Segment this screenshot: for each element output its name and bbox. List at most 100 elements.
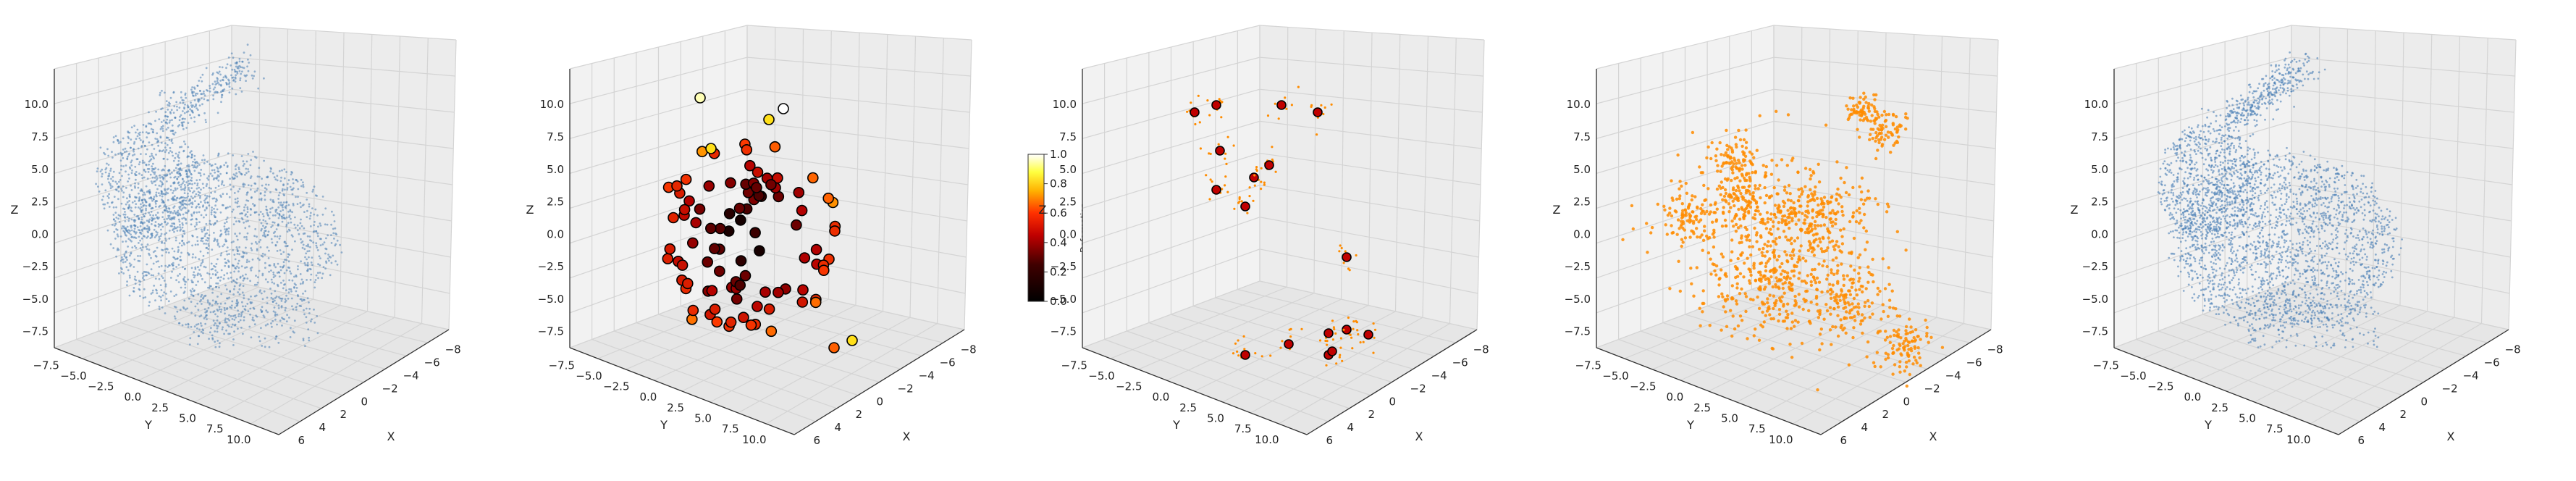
data-point (1778, 298, 1782, 302)
data-point (281, 325, 283, 327)
data-point (128, 177, 130, 180)
data-point (246, 232, 249, 235)
data-point (206, 232, 208, 235)
data-point (204, 198, 207, 201)
data-point (279, 282, 282, 284)
data-point (1786, 209, 1790, 212)
data-point (195, 103, 198, 106)
data-point (177, 181, 180, 184)
data-point (1735, 302, 1739, 306)
data-point (243, 206, 245, 209)
data-point (127, 142, 130, 144)
data-point (245, 252, 248, 255)
data-point (270, 322, 272, 325)
data-point (226, 164, 229, 167)
data-point (232, 338, 235, 340)
data-point (309, 246, 311, 248)
data-point (2346, 322, 2349, 325)
data-point (1756, 296, 1759, 299)
data-point (109, 170, 112, 172)
data-point (193, 211, 195, 214)
data-point (1714, 273, 1718, 277)
data-point (1766, 301, 1769, 305)
data-point (143, 215, 146, 218)
data-point (180, 196, 182, 198)
data-point (2355, 326, 2358, 329)
data-point (225, 83, 228, 85)
data-point (1744, 146, 1748, 150)
data-point (1828, 240, 1832, 244)
data-point (188, 165, 190, 168)
data-point (212, 72, 214, 75)
data-point (1894, 114, 1898, 119)
data-point (177, 214, 180, 217)
data-point (1676, 153, 1680, 157)
data-point (227, 83, 230, 85)
data-point (1752, 156, 1756, 159)
data-point (295, 274, 298, 277)
data-point (1735, 176, 1739, 180)
data-point (201, 261, 204, 263)
data-point (129, 167, 132, 170)
data-point (1691, 194, 1694, 198)
data-point (1872, 280, 1875, 284)
data-point (2297, 304, 2300, 306)
data-point (193, 116, 195, 119)
data-point (133, 220, 136, 223)
data-point (1940, 346, 1945, 349)
data-point (1764, 269, 1768, 273)
data-point (189, 337, 192, 340)
data-point (195, 223, 198, 226)
data-point (148, 191, 151, 193)
data-point (2284, 66, 2286, 69)
data-point (227, 206, 229, 209)
data-point (225, 221, 228, 223)
data-point (185, 172, 188, 175)
data-point (1861, 119, 1865, 122)
data-point (1340, 246, 1343, 250)
data-point (2164, 184, 2166, 187)
data-point (709, 243, 720, 255)
data-point (316, 235, 319, 238)
data-point (1858, 288, 1861, 291)
data-point (211, 299, 214, 302)
data-point (157, 140, 160, 142)
y-tick-label: 7.5 (722, 422, 739, 435)
data-point (2245, 301, 2247, 304)
data-point (2301, 319, 2303, 322)
data-point (130, 189, 133, 191)
data-point (140, 153, 142, 156)
data-point (234, 306, 236, 309)
data-point (271, 206, 274, 209)
data-point (1924, 318, 1927, 322)
data-point (1812, 198, 1817, 202)
data-point (2287, 208, 2289, 211)
data-point (313, 281, 316, 283)
data-point (121, 154, 123, 156)
data-point (183, 184, 186, 186)
data-point (241, 275, 244, 277)
data-point (287, 253, 290, 256)
data-point (2323, 219, 2325, 221)
data-point (2312, 296, 2315, 299)
data-point (118, 272, 120, 275)
data-point (1725, 143, 1729, 147)
data-point (671, 180, 683, 192)
data-point (1754, 187, 1757, 191)
data-point (1809, 229, 1814, 233)
data-point (1817, 162, 1820, 166)
data-point (157, 225, 160, 228)
data-point (1873, 364, 1877, 369)
data-point (192, 295, 195, 298)
data-point (1706, 187, 1710, 191)
data-point (200, 201, 202, 204)
data-point (219, 233, 222, 236)
data-point (138, 229, 140, 231)
x-tick-label: 0 (361, 395, 369, 408)
data-point (1738, 241, 1741, 245)
data-point (315, 274, 318, 277)
data-point (1355, 254, 1358, 257)
data-point (261, 234, 264, 237)
data-point (192, 274, 195, 276)
data-point (244, 267, 246, 269)
